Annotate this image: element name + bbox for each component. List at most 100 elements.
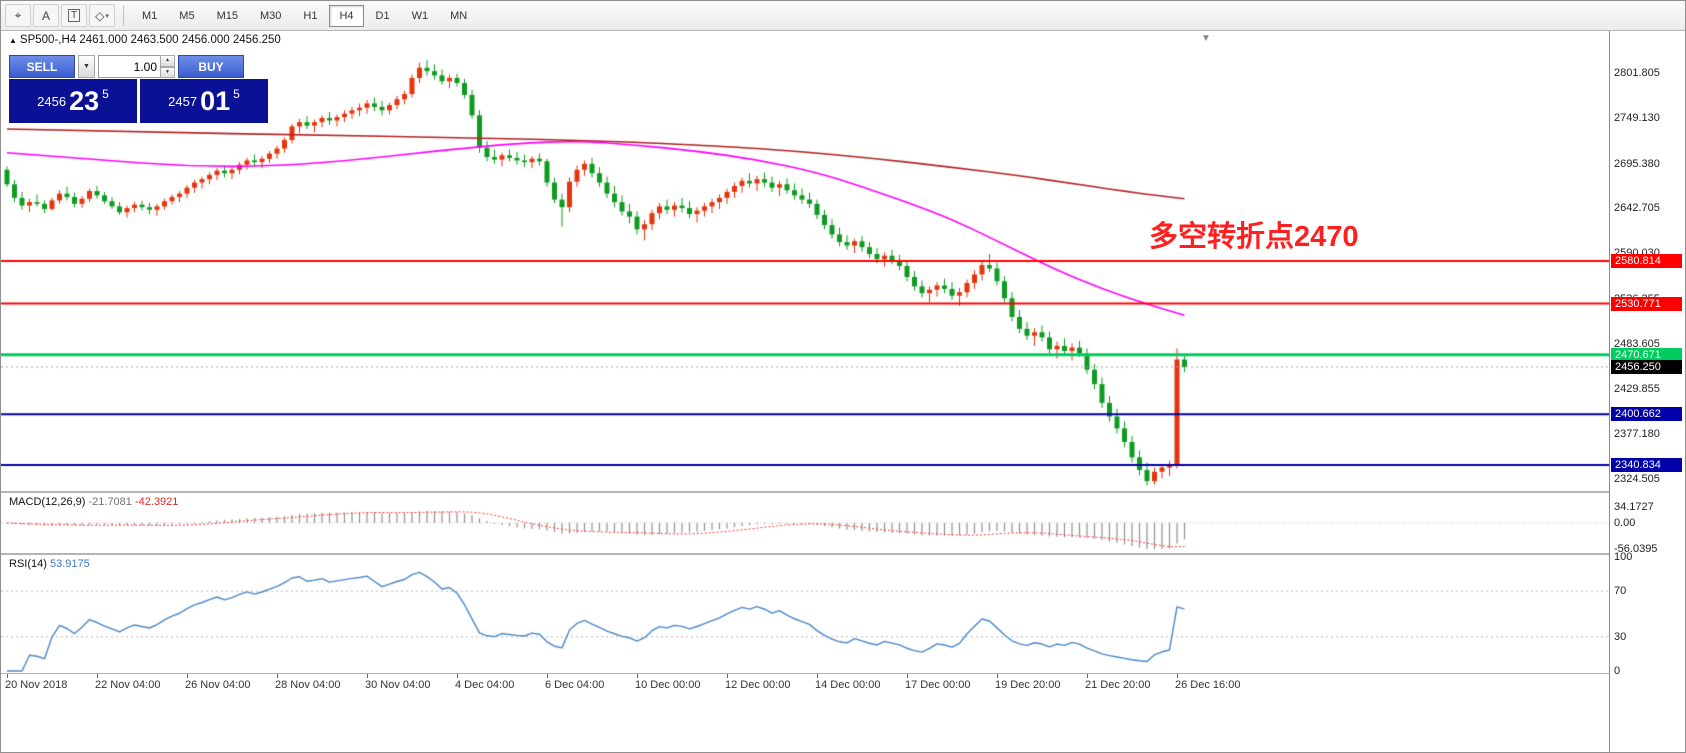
sell-price-prefix: 2456 — [37, 93, 67, 109]
time-tick — [727, 674, 728, 678]
level-price-tag: 2530.771 — [1611, 296, 1682, 311]
symbol-header: ▲ SP500-,H4 2461.000 2463.500 2456.000 24… — [9, 34, 281, 46]
panel-separator[interactable] — [1, 553, 1609, 555]
text-label-icon[interactable]: A — [33, 4, 59, 27]
rsi-value: 53.9175 — [49, 558, 90, 570]
collapse-arrow-icon: ▲ — [9, 36, 17, 45]
crosshair-glyph: ⌖ — [14, 8, 22, 22]
price-axis[interactable]: 2801.8052749.1302695.3802642.7052590.030… — [1609, 31, 1685, 752]
rsi-label: RSI(14) 53.9175 — [9, 558, 90, 570]
rsi-panel: RSI(14) 53.9175 — [1, 555, 1609, 673]
buy-price-sup: 5 — [233, 87, 240, 101]
quantity-decrease-button[interactable]: ▼ — [160, 66, 175, 78]
macd-name: MACD(12,26,9) — [9, 496, 86, 508]
time-axis-label: 19 Dec 20:00 — [995, 679, 1061, 691]
sell-price-sup: 5 — [102, 87, 109, 101]
sell-price-display[interactable]: 2456 23 5 — [9, 79, 137, 123]
shape-glyph: ◇ — [95, 8, 105, 23]
chevron-down-icon: ▾ — [105, 12, 109, 20]
letter-a-glyph: A — [41, 8, 50, 23]
timeframe-h4[interactable]: H4 — [329, 4, 364, 27]
main-chart-panel: ▲ SP500-,H4 2461.000 2463.500 2456.000 24… — [1, 31, 1609, 491]
macd-axis-label: 34.1727 — [1614, 501, 1654, 513]
time-axis[interactable]: 20 Nov 2018 22 Nov 04:00 26 Nov 04:00 28 No… — [1, 674, 1609, 696]
time-tick — [97, 674, 98, 678]
time-axis-label: 20 Nov 2018 — [5, 679, 68, 691]
macd-label: MACD(12,26,9) -21.7081 -42.3921 — [9, 496, 178, 508]
price-axis-label: 2801.805 — [1614, 67, 1660, 79]
timeframe-d1[interactable]: D1 — [366, 5, 400, 27]
sell-price-big: 23 — [69, 85, 100, 116]
time-tick — [187, 674, 188, 678]
price-axis-label: 2377.180 — [1614, 428, 1660, 441]
quantity-stepper: ▲ ▼ — [98, 55, 175, 78]
timeframe-mn[interactable]: MN — [440, 5, 477, 27]
time-axis-label: 6 Dec 04:00 — [545, 679, 605, 691]
macd-main-value: -21.7081 — [88, 496, 132, 508]
time-axis-label: 30 Nov 04:00 — [365, 679, 431, 691]
macd-signal-value: -42.3921 — [134, 496, 179, 508]
panel-separator — [1, 673, 1609, 674]
buy-button[interactable]: BUY — [178, 55, 244, 78]
timeframe-m5[interactable]: M5 — [169, 5, 204, 27]
timeframe-m15[interactable]: M15 — [207, 5, 248, 27]
main-chart-canvas[interactable] — [1, 31, 1609, 491]
time-axis-label: 14 Dec 00:00 — [815, 679, 881, 691]
crosshair-icon[interactable]: ⌖ — [5, 4, 31, 27]
time-axis-label: 21 Dec 20:00 — [1085, 679, 1151, 691]
quantity-input[interactable] — [98, 55, 160, 78]
timeframe-m30[interactable]: M30 — [250, 5, 291, 27]
level-price-tag: 2470.671 — [1611, 347, 1682, 362]
rsi-axis-label: 30 — [1614, 630, 1627, 643]
time-axis-label: 26 Nov 04:00 — [185, 679, 251, 691]
buy-price-big: 01 — [200, 85, 231, 116]
buy-price-display[interactable]: 2457 01 5 — [140, 79, 268, 123]
time-tick — [277, 674, 278, 678]
price-axis-label: 2429.855 — [1614, 383, 1660, 396]
time-tick — [637, 674, 638, 678]
symbol-ohlc-text: SP500-,H4 2461.000 2463.500 2456.000 245… — [19, 34, 281, 46]
shapes-icon[interactable]: ◇ ▾ — [89, 4, 115, 27]
chart-plots: ▲ SP500-,H4 2461.000 2463.500 2456.000 24… — [1, 31, 1609, 752]
price-axis-label: 2749.130 — [1614, 111, 1660, 124]
price-axis-label: 2324.505 — [1614, 473, 1660, 485]
time-tick — [367, 674, 368, 678]
text-box-icon[interactable]: T — [61, 4, 87, 27]
chevron-down-icon: ▼ — [83, 63, 90, 70]
timeframe-h1[interactable]: H1 — [293, 5, 327, 27]
panel-separator[interactable] — [1, 491, 1609, 493]
timeframe-w1[interactable]: W1 — [402, 5, 439, 27]
sell-button[interactable]: SELL — [9, 55, 75, 78]
chart-shift-marker[interactable]: ▼ — [1201, 33, 1211, 44]
rsi-axis-label: 70 — [1614, 585, 1627, 598]
price-axis-label: 2483.605 — [1614, 337, 1660, 350]
time-axis-label: 22 Nov 04:00 — [95, 679, 161, 691]
time-axis-label: 4 Dec 04:00 — [455, 679, 515, 691]
one-click-trading-panel: SELL ▼ ▲ ▼ BUY 2456 23 5 — [9, 55, 268, 123]
timeframe-m1[interactable]: M1 — [132, 5, 167, 27]
time-axis-label: 28 Nov 04:00 — [275, 679, 341, 691]
macd-panel: MACD(12,26,9) -21.7081 -42.3921 — [1, 493, 1609, 553]
toolbar: ⌖ A T ◇ ▾ M1 M5 M15 M30 H1 H4 D1 W1 MN — [1, 1, 1685, 31]
quantity-increase-button[interactable]: ▲ — [160, 55, 175, 67]
time-tick — [7, 674, 8, 678]
macd-axis-label: -56.0395 — [1614, 543, 1658, 555]
time-axis-label: 26 Dec 16:00 — [1175, 679, 1241, 691]
macd-canvas[interactable] — [1, 493, 1609, 553]
level-price-tag: 2580.814 — [1611, 253, 1682, 268]
price-axis-label: 2695.380 — [1614, 157, 1660, 170]
time-axis-label: 12 Dec 00:00 — [725, 679, 791, 691]
time-axis-label: 17 Dec 00:00 — [905, 679, 971, 691]
quantity-dropdown-button[interactable]: ▼ — [78, 55, 95, 78]
time-axis-label: 10 Dec 00:00 — [635, 679, 701, 691]
rsi-canvas[interactable] — [1, 555, 1609, 673]
time-tick — [547, 674, 548, 678]
macd-axis-label: 0.00 — [1614, 516, 1636, 529]
time-tick — [907, 674, 908, 678]
rsi-axis-label: 0 — [1614, 665, 1621, 677]
letter-t-glyph: T — [67, 9, 81, 22]
toolbar-separator — [123, 5, 124, 26]
time-tick — [1087, 674, 1088, 678]
chart-annotation-text[interactable]: 多空转折点2470 — [1149, 221, 1359, 253]
